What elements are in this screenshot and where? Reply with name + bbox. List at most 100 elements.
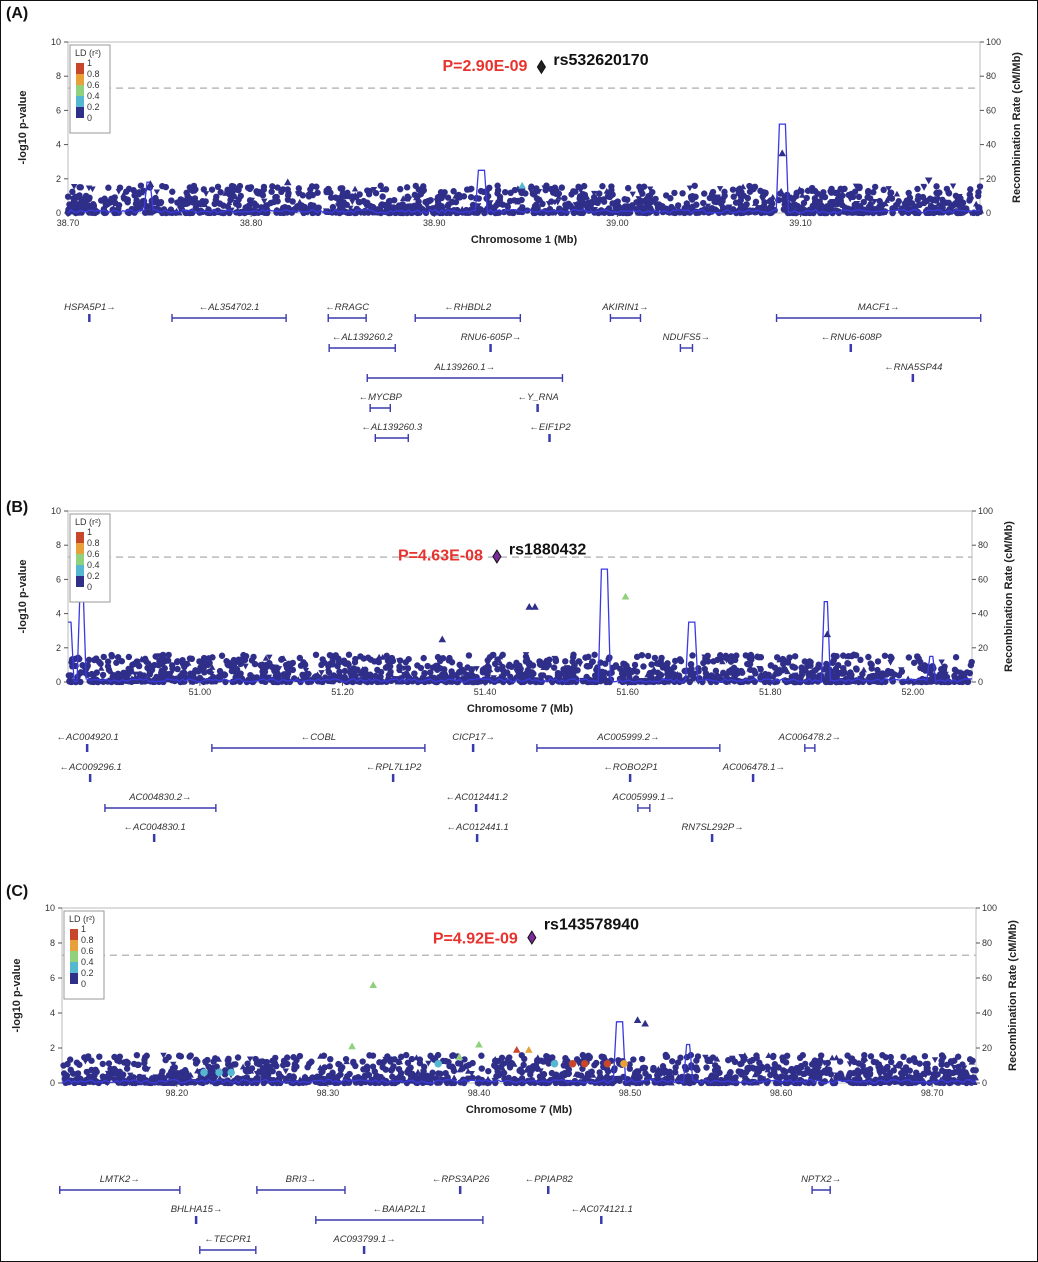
snp-point: [501, 188, 509, 196]
snp-point: [450, 188, 457, 195]
snp-point: [867, 1053, 875, 1060]
snp-point: [439, 655, 447, 662]
y2-tick-label: 20: [986, 174, 996, 184]
snp-point: [496, 193, 504, 201]
snp-point: [740, 192, 747, 199]
snp-point: [567, 671, 575, 679]
snp-point: [916, 677, 923, 684]
snp-point: [110, 204, 117, 211]
y2-tick-label: 80: [978, 540, 988, 550]
snp-point: [141, 1059, 148, 1067]
snp-point: [314, 189, 321, 196]
gene-label: ←AL139260.2: [332, 332, 393, 343]
snp-point: [371, 658, 378, 665]
panel-label: (C): [6, 883, 28, 900]
ld-legend-label: 0: [87, 113, 92, 123]
y-tick-label: 0: [56, 208, 61, 218]
snp-point: [803, 194, 810, 202]
gene-label: ←TECPR1: [204, 1234, 251, 1245]
snp-point: [66, 677, 74, 684]
snp-point: [162, 1056, 169, 1064]
snp-point: [268, 188, 275, 195]
snp-point: [565, 1070, 572, 1078]
snp-point: [405, 655, 412, 663]
snp-point: [757, 653, 765, 661]
snp-point: [498, 1054, 506, 1061]
gene-label: BRI3→: [286, 1174, 317, 1185]
snp-point: [86, 1073, 93, 1080]
snp-point: [116, 673, 124, 680]
snp-point: [361, 207, 369, 215]
snp-point: [427, 669, 434, 676]
y-tick-label: 2: [56, 643, 61, 653]
snp-point: [832, 665, 840, 672]
ld-legend-swatch: [70, 951, 78, 962]
gene-label: MACF1→: [858, 302, 900, 313]
x-tick-label: 98.60: [770, 1088, 793, 1098]
gene-label: ←RPS3AP26: [432, 1174, 490, 1185]
snp-point: [567, 202, 574, 210]
snp-point: [131, 192, 138, 199]
snp-point: [749, 1056, 756, 1064]
snp-point: [479, 666, 487, 674]
snp-point: [390, 1063, 397, 1070]
snp-point: [76, 184, 83, 191]
snp-point: [816, 1057, 823, 1065]
snp-point: [905, 654, 913, 661]
snp-point: [536, 661, 544, 668]
snp-point: [967, 186, 974, 193]
snp-point: [686, 678, 693, 686]
snp-point: [887, 653, 894, 661]
snp-point: [259, 661, 266, 668]
snp-point: [893, 190, 901, 197]
snp-point: [159, 182, 166, 190]
snp-point: [854, 209, 862, 216]
y2-tick-label: 20: [982, 1043, 992, 1053]
snp-point: [737, 202, 745, 209]
snp-point: [108, 195, 115, 202]
snp-point: [668, 203, 675, 211]
snp-point: [351, 659, 359, 666]
snp-point: [60, 1070, 68, 1077]
snp-point: [404, 193, 411, 200]
panel-label: (A): [6, 5, 28, 22]
gene-label: BHLHA15→: [171, 1204, 223, 1215]
gene-exon: [88, 314, 91, 322]
ld-legend-title: LD (r²): [69, 914, 95, 924]
snp-point: [111, 1053, 118, 1061]
snp-point: [757, 666, 764, 673]
snp-point: [793, 190, 800, 197]
gene-label: HSPA5P1→: [64, 302, 116, 313]
gene-label: ←PPIAP82: [525, 1174, 574, 1185]
gene-label: CICP17→: [452, 732, 495, 743]
snp-point: [800, 199, 808, 207]
snp-point: [114, 653, 122, 661]
snp-point: [442, 1057, 450, 1065]
x-tick-label: 51.40: [474, 687, 497, 697]
y2-tick-label: 20: [978, 643, 988, 653]
y-tick-label: 4: [50, 1008, 55, 1018]
snp-point: [327, 194, 335, 201]
gene-label: ←RNU6-608P: [821, 332, 882, 343]
snp-point: [735, 190, 742, 197]
lead-snp-pvalue: P=2.90E-09: [442, 58, 527, 75]
gene-label: RN7SL292P→: [681, 822, 743, 833]
snp-point: [932, 1065, 939, 1073]
snp-point: [669, 1058, 676, 1065]
snp-point: [76, 1061, 83, 1068]
snp-point: [528, 669, 536, 676]
snp-point: [411, 670, 418, 677]
snp-point: [807, 658, 814, 666]
y-tick-label: 8: [56, 71, 61, 81]
snp-point-notable: [603, 1059, 612, 1068]
snp-point: [747, 666, 754, 673]
snp-point: [166, 1071, 174, 1078]
snp-point: [729, 1055, 736, 1062]
snp-point: [796, 1054, 804, 1062]
snp-point: [518, 1069, 526, 1076]
snp-point: [247, 671, 254, 679]
snp-point: [346, 1070, 353, 1078]
snp-point: [168, 197, 175, 204]
ld-legend-swatch: [76, 96, 84, 107]
